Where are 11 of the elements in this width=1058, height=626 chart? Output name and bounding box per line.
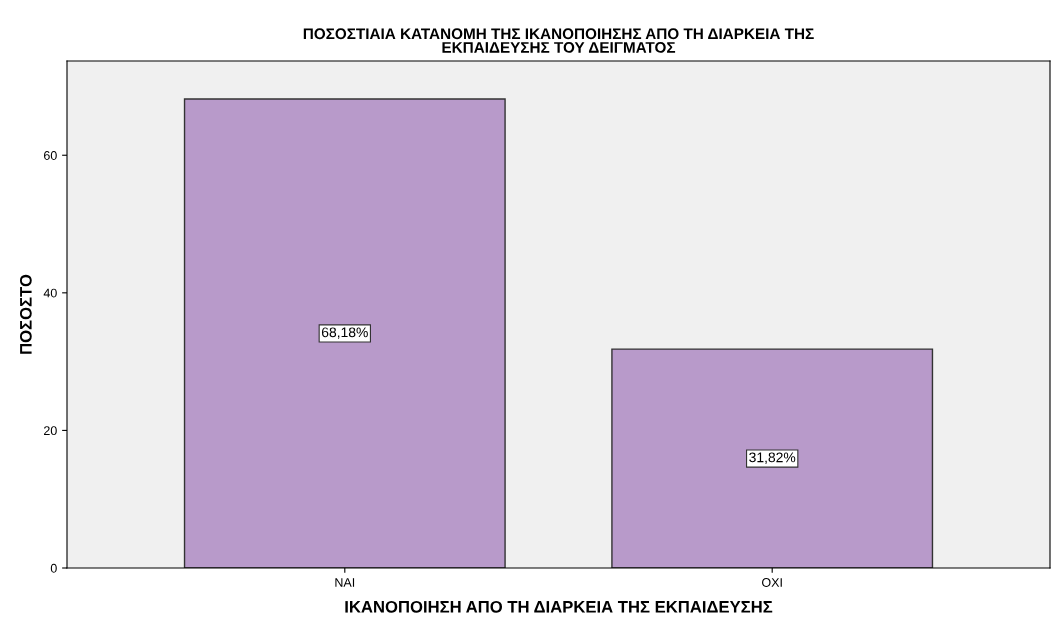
x-tick-label: ΟΧΙ (762, 578, 782, 587)
chart-title: ΠΟΣΟΣΤΙΑΙΑ ΚΑΤΑΝΟΜΗ ΤΗΣ ΙΚΑΝΟΠΟΙΗΣΗΣ ΑΠΟ ΤΗ ΔΙΑΡΚΕΙΑ ΤΗΣ ΕΚΠΑΙΔΕΥΣΗΣ ΤΟΥ ΔΕΙΓΜΑΤΟΣ (303, 28, 814, 53)
y-axis-title: ΠΟΣΟΣΤΟ (19, 274, 32, 354)
y-tick-label: 60 (44, 151, 57, 160)
x-tick-label: ΝΑΙ (335, 578, 355, 587)
y-tick-label: 0 (50, 563, 57, 573)
x-axis-title: ΙΚΑΝΟΠΟΙΗΣΗ ΑΠΟ ΤΗ ΔΙΑΡΚΕΙΑ ΤΗΣ ΕΚΠΑΙΔΕΥΣΗΣ (345, 600, 773, 613)
data-label: 68,18% (321, 327, 368, 339)
y-tick-label: 20 (44, 426, 57, 436)
data-label: 31,82% (749, 452, 796, 464)
y-tick-label: 40 (43, 288, 57, 298)
